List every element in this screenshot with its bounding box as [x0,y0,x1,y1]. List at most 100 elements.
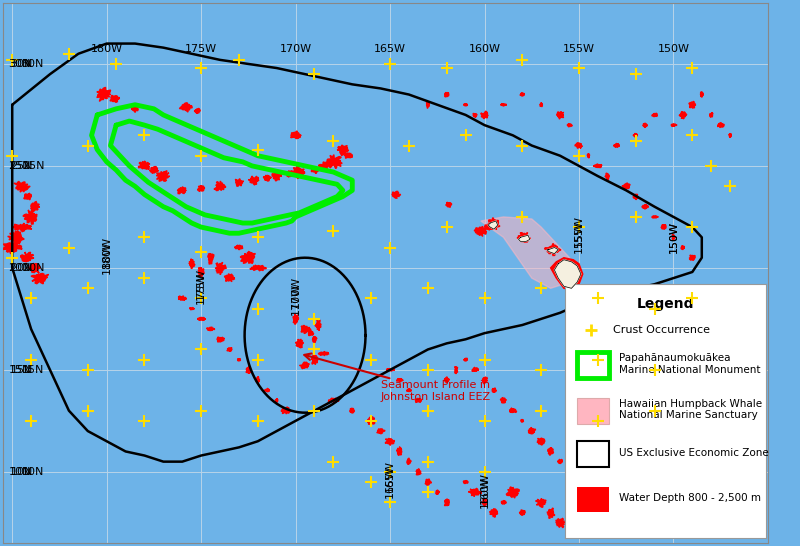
Polygon shape [208,253,214,264]
Polygon shape [224,274,234,282]
Text: 25N: 25N [9,161,31,171]
Polygon shape [238,358,241,361]
Polygon shape [240,252,255,263]
Polygon shape [729,133,731,138]
Polygon shape [344,153,353,158]
Polygon shape [558,459,562,464]
Polygon shape [587,153,590,158]
Polygon shape [198,267,204,277]
Polygon shape [718,123,724,127]
Text: 180W: 180W [102,242,112,274]
Polygon shape [501,397,506,403]
Text: 170W: 170W [290,282,301,314]
Polygon shape [690,397,694,404]
Polygon shape [690,255,695,260]
Polygon shape [506,487,519,498]
Polygon shape [652,440,658,442]
Polygon shape [575,143,582,149]
Polygon shape [650,480,661,484]
Polygon shape [350,408,354,413]
Polygon shape [150,167,158,174]
Polygon shape [286,171,294,177]
Text: 160W: 160W [479,476,490,508]
Text: 15N: 15N [22,365,44,375]
Polygon shape [308,331,314,336]
Text: 30N: 30N [10,59,33,69]
Text: 30N: 30N [9,59,31,69]
Polygon shape [407,458,411,465]
Polygon shape [198,185,205,192]
Polygon shape [235,179,244,186]
Polygon shape [710,112,713,117]
Polygon shape [468,489,482,497]
Polygon shape [679,112,686,119]
Polygon shape [138,161,150,169]
Polygon shape [484,224,492,230]
Polygon shape [521,419,524,422]
Text: 20N: 20N [10,263,33,273]
Polygon shape [463,103,467,106]
Polygon shape [662,224,666,229]
Polygon shape [311,167,318,173]
Polygon shape [681,246,685,250]
Text: 10N: 10N [10,467,33,477]
Text: 180W: 180W [102,235,112,268]
Polygon shape [197,317,206,321]
Polygon shape [392,191,401,198]
Polygon shape [709,378,714,382]
Polygon shape [206,327,214,330]
Text: 25N: 25N [10,161,33,171]
Polygon shape [603,491,613,494]
Polygon shape [550,258,582,290]
Polygon shape [281,407,291,414]
Polygon shape [622,183,630,189]
Polygon shape [338,145,349,156]
Polygon shape [290,131,302,139]
Polygon shape [178,296,186,300]
Text: 180W: 180W [90,44,122,54]
Polygon shape [652,114,658,117]
Polygon shape [501,501,506,504]
Polygon shape [215,262,226,275]
Polygon shape [642,123,647,128]
Polygon shape [397,378,403,382]
Polygon shape [652,216,658,218]
Polygon shape [299,362,309,369]
Polygon shape [545,244,561,256]
Polygon shape [264,389,270,392]
Polygon shape [110,96,120,102]
Polygon shape [671,418,677,424]
Polygon shape [500,104,506,106]
Polygon shape [634,194,638,200]
Polygon shape [614,144,619,147]
Polygon shape [436,490,439,494]
Polygon shape [97,87,110,102]
Polygon shape [472,367,479,371]
Polygon shape [517,233,530,242]
Polygon shape [246,366,251,374]
Polygon shape [586,491,592,494]
Polygon shape [540,103,542,106]
Text: 150W: 150W [658,44,690,54]
Polygon shape [482,499,487,507]
Polygon shape [595,501,601,504]
Text: 150W: 150W [669,221,678,253]
Polygon shape [272,173,282,181]
Text: 30N: 30N [22,59,44,69]
Polygon shape [482,377,487,384]
Polygon shape [481,217,575,288]
Polygon shape [567,124,573,127]
Polygon shape [554,260,581,288]
Polygon shape [557,111,564,119]
Polygon shape [326,155,342,169]
Polygon shape [547,508,555,518]
Polygon shape [578,480,580,484]
Polygon shape [537,438,546,445]
Polygon shape [250,265,266,271]
Text: 155W: 155W [563,44,595,54]
Polygon shape [605,500,610,505]
Text: 175W: 175W [196,272,206,304]
Polygon shape [397,447,402,455]
Polygon shape [131,105,138,112]
Polygon shape [583,500,594,505]
